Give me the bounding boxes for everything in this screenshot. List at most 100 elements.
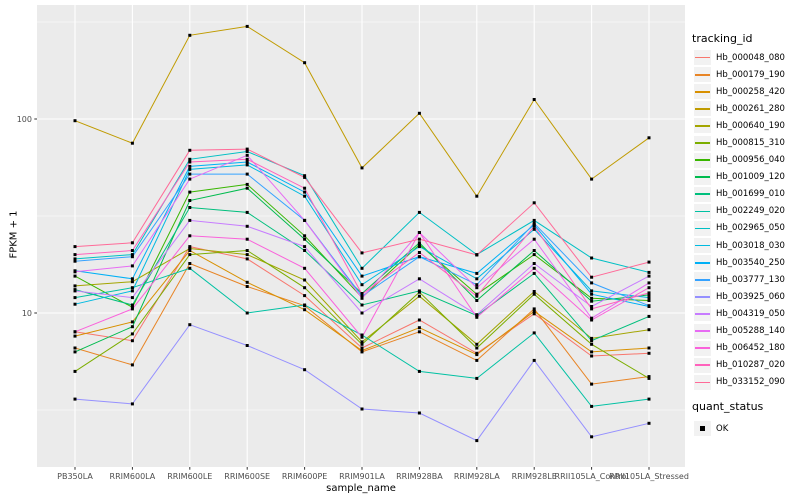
data-point-Hb_003018_030	[475, 277, 479, 281]
legend-line-icon	[695, 381, 710, 384]
data-point-Hb_010287_020	[245, 157, 249, 161]
legend-key-swatch	[694, 289, 711, 305]
legend-key-swatch	[694, 169, 711, 185]
data-point-Hb_000815_310	[188, 253, 192, 257]
data-point-Hb_002249_020	[590, 404, 594, 408]
plot-panel	[37, 5, 685, 467]
legend-key-swatch	[694, 118, 711, 134]
data-point-Hb_002965_050	[73, 257, 77, 261]
data-point-Hb_004319_050	[360, 311, 364, 315]
legend-item-Hb_003540_250: Hb_003540_250	[694, 254, 785, 271]
data-point-Hb_000261_280	[647, 136, 651, 140]
data-point-Hb_006452_180	[647, 286, 651, 290]
data-point-Hb_000179_190	[130, 363, 134, 367]
data-point-Hb_003018_030	[188, 167, 192, 171]
data-point-Hb_010287_020	[188, 160, 192, 164]
legend-key-swatch	[694, 357, 711, 373]
data-point-Hb_000815_310	[303, 286, 307, 290]
legend-line-icon	[695, 364, 710, 367]
data-point-Hb_000048_080	[532, 312, 536, 316]
data-point-Hb_000640_190	[647, 328, 651, 332]
legend-item-Hb_006452_180: Hb_006452_180	[694, 340, 785, 357]
data-point-Hb_003777_130	[647, 304, 651, 308]
data-point-Hb_000179_190	[647, 375, 651, 379]
data-point-Hb_000815_310	[360, 342, 364, 346]
data-point-Hb_000640_190	[475, 342, 479, 346]
data-point-Hb_001699_010	[188, 206, 192, 209]
data-point-Hb_004319_050	[130, 296, 134, 300]
data-point-Hb_010287_020	[475, 294, 479, 298]
legend-item-label: Hb_000179_190	[716, 69, 785, 80]
legend-key-swatch	[694, 340, 711, 356]
data-point-Hb_006452_180	[130, 307, 134, 311]
data-point-Hb_004319_050	[303, 245, 307, 249]
data-point-Hb_000815_310	[475, 346, 479, 350]
data-point-Hb_000179_190	[188, 262, 192, 265]
legend-key-swatch	[694, 152, 711, 168]
data-point-Hb_003018_030	[73, 302, 77, 306]
data-point-Hb_000048_080	[417, 318, 421, 322]
legend-title-quant-status: quant_status	[692, 400, 764, 413]
legend-item-label: Hb_003018_030	[716, 240, 785, 251]
data-point-Hb_000640_190	[532, 290, 536, 293]
legend-line-icon	[695, 108, 710, 110]
data-point-Hb_003540_250	[590, 292, 594, 296]
legend-line-icon	[695, 56, 710, 59]
data-point-Hb_000261_280	[130, 141, 134, 145]
data-point-Hb_004319_050	[532, 262, 536, 265]
data-point-Hb_001699_010	[245, 210, 249, 214]
legend-item-Hb_000815_310: Hb_000815_310	[694, 134, 785, 151]
data-point-Hb_006452_180	[188, 234, 192, 238]
data-point-Hb_003925_060	[245, 344, 249, 347]
data-point-Hb_002249_020	[188, 266, 192, 270]
data-point-Hb_000258_420	[130, 320, 134, 324]
data-point-Hb_000261_280	[417, 111, 421, 115]
data-point-Hb_005288_140	[532, 237, 536, 241]
data-point-Hb_003777_130	[130, 255, 134, 259]
data-point-Hb_001009_120	[245, 186, 249, 190]
data-point-Hb_006452_180	[360, 335, 364, 339]
data-point-Hb_003925_060	[475, 439, 479, 443]
data-point-Hb_002965_050	[360, 266, 364, 270]
data-point-Hb_000956_040	[647, 299, 651, 302]
data-point-Hb_005288_140	[245, 153, 249, 157]
legend-items: Hb_000048_080 Hb_000179_190 Hb_000258_420 H…	[694, 49, 785, 391]
legend-item-Hb_000261_280: Hb_000261_280	[694, 100, 785, 117]
data-point-Hb_002965_050	[417, 210, 421, 214]
data-point-Hb_001009_120	[188, 199, 192, 202]
legend-item-label: Hb_010287_020	[716, 360, 785, 371]
legend-key-swatch	[694, 67, 711, 83]
legend-item-label: Hb_000258_420	[716, 86, 785, 97]
data-point-Hb_000815_310	[647, 376, 651, 380]
data-point-Hb_006452_180	[417, 231, 421, 234]
data-point-Hb_001009_120	[303, 237, 307, 241]
x-axis-title: sample_name	[326, 483, 396, 494]
legend-line-icon	[695, 125, 710, 127]
legend-key-swatch	[694, 84, 711, 100]
x-tick-label: RRIM600SE	[224, 472, 270, 481]
data-point-Hb_010287_020	[647, 291, 651, 295]
legend-item-label: Hb_006452_180	[716, 343, 785, 354]
data-point-Hb_003540_250	[475, 271, 479, 275]
legend-line-icon	[695, 159, 710, 161]
legend-item-Hb_000258_420: Hb_000258_420	[694, 83, 785, 100]
data-point-Hb_033152_090	[532, 201, 536, 205]
data-point-Hb_002965_050	[245, 150, 249, 153]
data-point-Hb_003018_030	[245, 163, 249, 167]
data-point-Hb_003777_130	[188, 172, 192, 176]
data-point-Hb_000261_280	[475, 194, 479, 198]
data-point-Hb_003777_130	[360, 294, 364, 298]
data-point-Hb_000261_280	[73, 119, 77, 123]
legend-item-label: Hb_001009_120	[716, 172, 785, 183]
legend-item-Hb_000179_190: Hb_000179_190	[694, 66, 785, 83]
data-point-Hb_000258_420	[647, 346, 651, 350]
legend-line-icon	[695, 313, 710, 315]
data-point-Hb_005288_140	[303, 218, 307, 222]
data-point-Hb_000640_190	[360, 340, 364, 344]
data-point-Hb_000258_420	[590, 350, 594, 354]
data-point-Hb_000640_190	[130, 280, 134, 284]
data-point-Hb_000640_190	[188, 247, 192, 250]
data-point-Hb_005288_140	[73, 270, 77, 274]
data-point-Hb_002965_050	[130, 253, 134, 257]
